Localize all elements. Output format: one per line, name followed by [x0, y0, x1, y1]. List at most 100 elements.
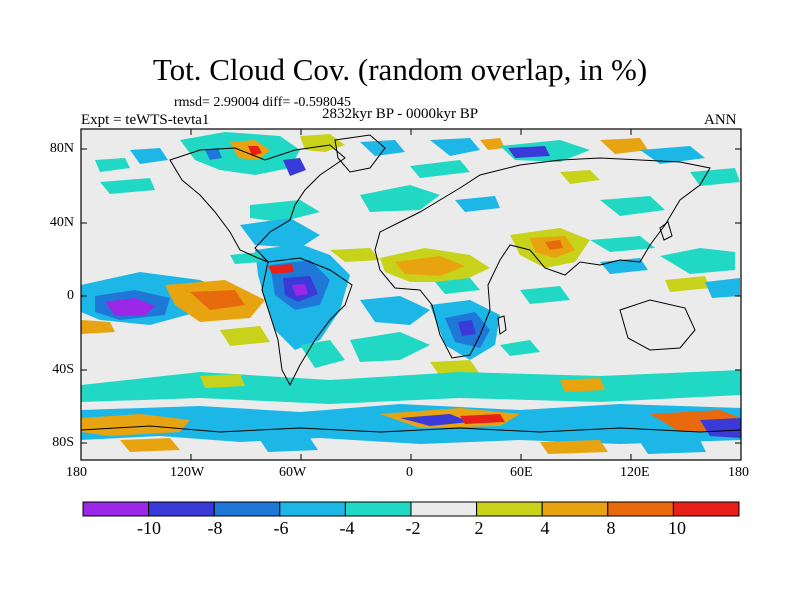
anomaly-patch [600, 196, 665, 216]
colorbar [82, 501, 740, 517]
anomaly-patch [590, 236, 655, 252]
anomaly-patch [430, 360, 480, 376]
anomaly-patch [360, 296, 430, 325]
anomaly-patch [260, 438, 318, 452]
tick-marks [80, 129, 742, 460]
x-tick-label: 180 [66, 465, 87, 480]
anomaly-patch [248, 146, 262, 156]
anomaly-patch [560, 378, 605, 392]
colorbar-swatch [148, 501, 215, 517]
anomaly-patch [430, 138, 480, 156]
colorbar-swatch [672, 501, 740, 517]
anomaly-patch [220, 326, 270, 346]
anomaly-patch [250, 200, 320, 222]
colorbar-swatch [607, 501, 674, 517]
map-title: Tot. Cloud Cov. (random overlap, in %) [152, 52, 648, 87]
anomaly-patch [190, 290, 245, 310]
y-tick-label: 40N [49, 215, 74, 230]
coast-south-america [261, 257, 353, 387]
anomaly-patch [205, 148, 222, 160]
anomaly-patch [360, 185, 440, 212]
colorbar-label: 10 [668, 518, 686, 538]
colorbar-swatch [344, 501, 412, 517]
y-tick-label: 0 [67, 288, 74, 303]
colorbar-swatch [541, 501, 609, 517]
y-tick-label: 80S [52, 435, 74, 450]
anomaly-patch [95, 158, 130, 172]
x-tick-label: 120W [170, 465, 205, 480]
anomaly-patch [410, 160, 470, 178]
colorbar-label: -2 [405, 518, 421, 538]
colorbar-label: 4 [540, 518, 550, 538]
colorbar-label: -10 [137, 518, 161, 538]
anomaly-patch [200, 374, 245, 388]
colorbar-swatch [279, 501, 346, 517]
anomaly-patch [435, 278, 480, 294]
colorbar-swatch [410, 501, 478, 517]
anomaly-patch [120, 438, 180, 452]
anomaly-patch [640, 440, 706, 454]
x-tick-label: 60W [279, 465, 307, 480]
coast-africa-eurasia [374, 157, 711, 359]
anomaly-patch [105, 298, 155, 316]
anomaly-patch [81, 414, 190, 436]
anomaly-patch [665, 276, 710, 292]
coastlines [81, 134, 741, 433]
coast-north-america [169, 144, 346, 263]
x-tick-label: 180 [728, 465, 749, 480]
anomaly-patch [360, 140, 405, 156]
period-label: 2832kyr BP - 0000kyr BP [322, 106, 479, 122]
stats-label: rmsd= 2.99004 diff= -0.598045 [174, 95, 351, 110]
x-tick-label: 120E [620, 465, 650, 480]
coast-madagascar [497, 315, 507, 335]
coast-greenland [334, 134, 386, 173]
anomaly-patch [81, 436, 741, 460]
anomaly-patch [455, 196, 500, 212]
anomaly-patch [540, 440, 608, 454]
anomaly-patch [600, 138, 648, 154]
colorbar-label: 2 [474, 518, 484, 538]
anomaly-patch [700, 418, 741, 438]
colorbar-label: -8 [207, 518, 223, 538]
anomaly-patch [130, 148, 168, 164]
anomaly-patch [508, 146, 550, 158]
colorbar-swatch [213, 501, 281, 517]
x-tick-label: 60E [510, 465, 533, 480]
experiment-label: Expt = teWTS-tevta1 [81, 112, 210, 128]
anomaly-patch [81, 320, 115, 334]
anomaly-patch [660, 248, 735, 274]
anomaly-patch [458, 320, 476, 336]
colorbar-label: 8 [606, 518, 616, 538]
y-tick-label: 40S [52, 362, 74, 377]
anomaly-patch [395, 256, 465, 276]
anomaly-patch [350, 332, 430, 362]
season-label: ANN [704, 112, 737, 128]
anomaly-patch [230, 252, 262, 264]
y-tick-label: 80N [49, 141, 74, 156]
anomaly-patch [480, 138, 505, 150]
coast-antarctica [81, 425, 741, 433]
colorbar-swatch [476, 501, 543, 517]
x-tick-label: 0 [406, 465, 413, 480]
coast-australia [619, 299, 696, 351]
anomaly-patch [81, 370, 741, 404]
anomaly-patch [460, 414, 505, 424]
anomaly-patch [283, 158, 306, 176]
anomaly-patch [705, 278, 740, 298]
anomaly-patch [268, 264, 294, 274]
coast-japan [659, 221, 673, 241]
anomaly-patch [545, 240, 563, 250]
anomaly-patch [640, 146, 705, 164]
anomaly-patch [560, 170, 600, 184]
anomaly-patch [240, 218, 320, 248]
anomaly-patch [500, 340, 540, 356]
colorbar-label: -6 [273, 518, 289, 538]
colorbar-label: -4 [339, 518, 355, 538]
anomaly-patch [400, 414, 470, 426]
anomaly-field [81, 132, 741, 460]
anomaly-patch [330, 248, 380, 262]
anomaly-patch [292, 284, 308, 296]
anomaly-patch [100, 178, 155, 194]
colorbar-swatch [82, 501, 150, 517]
